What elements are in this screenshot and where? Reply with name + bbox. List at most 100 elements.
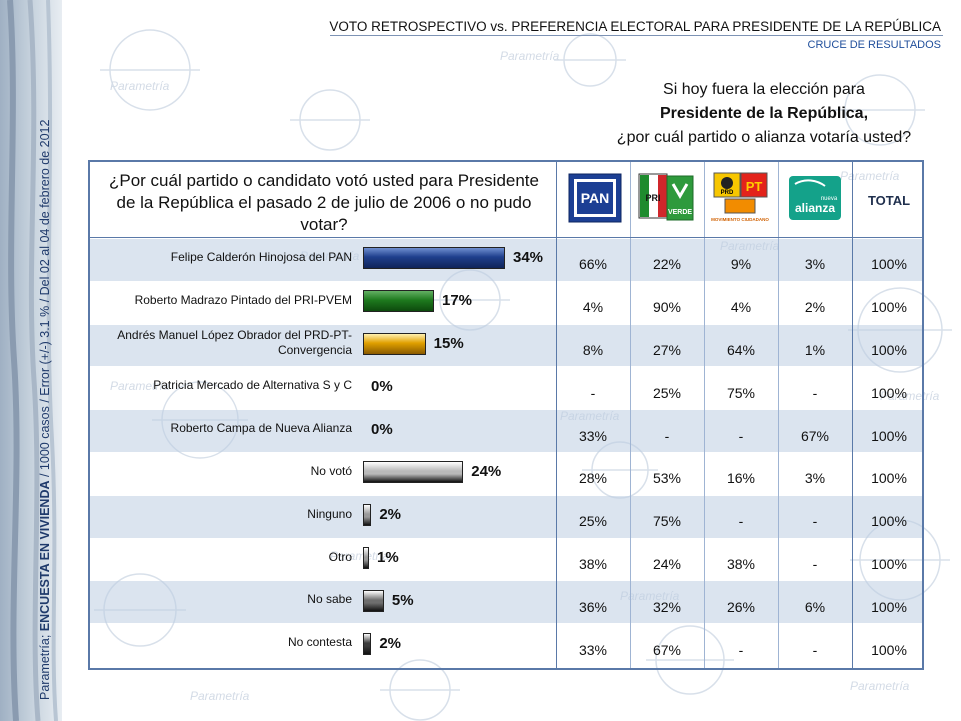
cross-table-cell: 53% bbox=[652, 470, 682, 487]
cross-table-cell: - bbox=[812, 513, 818, 530]
cross-table-cell: 67% bbox=[652, 641, 682, 658]
watermark-text: Parametría bbox=[880, 389, 940, 403]
data-bar bbox=[363, 547, 369, 569]
row-band bbox=[90, 410, 922, 452]
tree-decoration bbox=[0, 0, 62, 721]
side-note-prefix: Parametría; bbox=[38, 631, 52, 700]
category-label: Andrés Manuel López Obrador del PRD-PT-C… bbox=[117, 328, 352, 357]
side-note-bold: ENCUESTA EN VIVIENDA bbox=[38, 480, 52, 632]
cross-table-cell: - bbox=[738, 641, 744, 658]
data-bar bbox=[363, 589, 384, 612]
cross-table-cell: - bbox=[738, 427, 744, 444]
cross-table-cell: 8% bbox=[582, 342, 604, 358]
cross-table-cell: 9% bbox=[730, 256, 752, 273]
bar-value-label: 0% bbox=[371, 420, 393, 438]
watermark-text: Parametría bbox=[190, 689, 250, 703]
cross-table-cell: 100% bbox=[871, 513, 907, 530]
cross-table-cell: 90% bbox=[652, 299, 682, 316]
cross-table-cell: 100% bbox=[871, 427, 907, 444]
cross-table-cell: 3% bbox=[804, 470, 826, 487]
watermark-text: Parametría bbox=[110, 79, 170, 93]
row-band bbox=[90, 495, 922, 538]
cross-table-cell: 38% bbox=[578, 556, 608, 572]
category-label: Otro bbox=[328, 549, 352, 564]
cross-table-cell: 33% bbox=[578, 427, 608, 444]
cross-table-cell: 24% bbox=[652, 556, 682, 572]
nueva-logo-text: nueva bbox=[821, 196, 838, 202]
cross-table-cell: 100% bbox=[871, 256, 907, 273]
cross-table-cell: 25% bbox=[578, 513, 608, 530]
cross-table-cell: 38% bbox=[726, 556, 756, 572]
bar-value-label: 1% bbox=[377, 549, 399, 566]
cross-table-cell: 26% bbox=[726, 598, 756, 615]
column-divider bbox=[704, 162, 705, 668]
category-label: Roberto Madrazo Pintado del PRI-PVEM bbox=[134, 292, 352, 307]
watermark-text: Parametría bbox=[330, 549, 390, 563]
cross-table-cell: 3% bbox=[804, 256, 826, 273]
cross-table-cell: 36% bbox=[578, 598, 608, 615]
cross-table-cell: 33% bbox=[578, 641, 608, 658]
watermark-text: Parametría bbox=[840, 169, 900, 183]
right-question-line1: Si hoy fuera la elección para bbox=[663, 81, 865, 98]
cross-table-cell: 6% bbox=[804, 598, 826, 615]
data-bar bbox=[363, 290, 434, 313]
cross-table-cell: 27% bbox=[652, 342, 682, 358]
cross-table-cell: 100% bbox=[871, 641, 907, 658]
cross-table-cell: 66% bbox=[578, 256, 608, 273]
prd-pt-mc-logo: PRD PT MOVIMIENTO CIUDADANO bbox=[711, 170, 771, 226]
pan-logo: PAN bbox=[565, 170, 625, 226]
mc-logo-text: MOVIMIENTO CIUDADANO bbox=[711, 217, 769, 222]
page-title: VOTO RETROSPECTIVO vs. PREFERENCIA ELECT… bbox=[329, 19, 941, 34]
cross-table-cell: 100% bbox=[871, 299, 907, 316]
bar-value-label: 5% bbox=[391, 591, 414, 609]
survey-side-note: Parametría; ENCUESTA EN VIVIENDA / 1000 … bbox=[38, 120, 52, 700]
pan-logo-text: PAN bbox=[581, 190, 610, 206]
bar-value-label: 17% bbox=[442, 292, 473, 310]
category-label: Patricia Mercado de Alternativa S y C bbox=[153, 378, 352, 393]
cross-table-cell: - bbox=[812, 641, 818, 658]
watermark-text: Parametría bbox=[500, 49, 560, 63]
header-divider bbox=[90, 237, 922, 238]
bar-value-label: 2% bbox=[379, 506, 402, 524]
cross-table-cell: 16% bbox=[726, 470, 756, 487]
cross-table-cell: - bbox=[812, 384, 818, 401]
category-label: No sabe bbox=[307, 592, 352, 607]
category-label: Felipe Calderón Hinojosa del PAN bbox=[170, 249, 352, 264]
bar-value-label: 15% bbox=[433, 335, 464, 352]
results-table-frame bbox=[88, 160, 924, 670]
bar-value-label: 24% bbox=[471, 463, 502, 481]
cross-table-cell: 4% bbox=[582, 299, 604, 316]
right-question-line3: ¿por cuál partido o alianza votaría uste… bbox=[616, 129, 912, 146]
svg-text:PRI: PRI bbox=[645, 193, 660, 203]
cross-table-cell: 75% bbox=[726, 384, 756, 401]
cross-table-cell: 1% bbox=[804, 342, 826, 358]
cross-table-cell: 22% bbox=[652, 256, 682, 273]
data-bar bbox=[363, 504, 372, 527]
cross-table-cell: 100% bbox=[871, 598, 907, 615]
cross-table-cell: 28% bbox=[578, 470, 608, 487]
cross-table-cell: 67% bbox=[800, 427, 830, 444]
side-note-suffix: / 1000 casos / Error (+/-) 3.1 % / Del 0… bbox=[38, 119, 52, 481]
cross-table-cell: 25% bbox=[652, 384, 682, 401]
data-bar bbox=[363, 333, 426, 355]
left-question: ¿Por cuál partido o candidato votó usted… bbox=[109, 171, 539, 234]
cross-table-cell: - bbox=[738, 513, 744, 530]
data-bar bbox=[363, 247, 505, 270]
category-label: Roberto Campa de Nueva Alianza bbox=[170, 421, 352, 436]
column-divider bbox=[630, 162, 631, 668]
cross-table-cell: 100% bbox=[871, 384, 907, 401]
cross-table-cell: - bbox=[590, 384, 596, 401]
page-subtitle: CRUCE DE RESULTADOS bbox=[807, 39, 941, 51]
cross-table-cell: - bbox=[812, 556, 818, 572]
prd-logo-text: PRD bbox=[721, 190, 734, 196]
cross-table-cell: - bbox=[664, 427, 670, 444]
alianza-logo-text: alianza bbox=[795, 201, 835, 215]
data-bar bbox=[363, 632, 372, 655]
cross-table-cell: 100% bbox=[871, 470, 907, 487]
cross-table-cell: 64% bbox=[726, 342, 756, 358]
row-band bbox=[90, 239, 922, 281]
row-band bbox=[90, 581, 922, 624]
cross-table-cell: 2% bbox=[804, 299, 826, 316]
cross-table-cell: 100% bbox=[871, 556, 907, 572]
column-divider bbox=[556, 162, 557, 668]
